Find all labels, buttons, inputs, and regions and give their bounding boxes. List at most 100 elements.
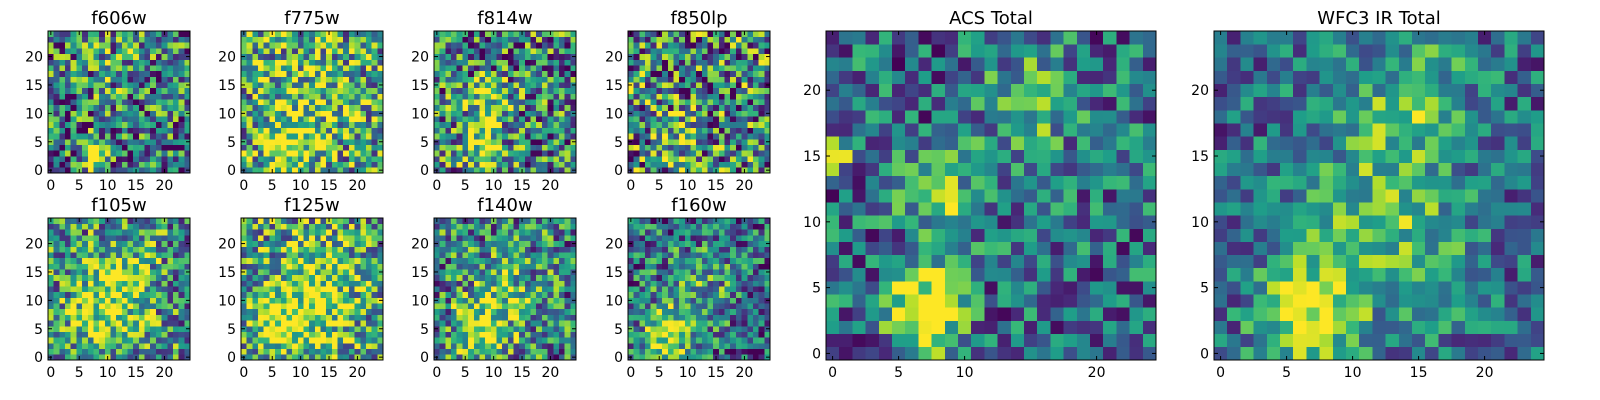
heatmap-cell [348,337,355,344]
heatmap-cell [144,286,151,293]
heatmap-cell [144,291,151,298]
heatmap-cell [59,280,66,287]
heatmap-cell [246,48,253,55]
heatmap-cell [286,48,293,55]
heatmap-cell [297,42,304,49]
heatmap-cell [48,320,55,327]
heatmap-cell [127,291,134,298]
heatmap-cell [502,167,509,174]
heatmap-cell [48,155,55,162]
heatmap-cell [758,331,765,338]
heatmap-cell [639,82,646,89]
heatmap-cell [150,121,157,128]
heatmap-cell [752,314,759,321]
heatmap-cell [53,150,60,157]
heatmap-cell [252,116,259,123]
heatmap-cell [690,93,697,100]
heatmap-cell [507,110,514,117]
heatmap-cell [764,308,771,315]
heatmap-cell [365,82,372,89]
heatmap-cell [155,42,162,49]
heatmap-cell [696,155,703,162]
heatmap-cell [53,280,60,287]
panel-title: f140w [477,195,532,216]
heatmap-cell [275,42,282,49]
heatmap-cell [645,133,652,140]
heatmap-cell [104,59,111,66]
heatmap-cell [93,269,100,276]
heatmap-cell [337,93,344,100]
heatmap-cell [371,246,378,253]
heatmap-cell [127,269,134,276]
heatmap-cell [690,138,697,145]
y-tick-label: 20 [411,237,429,253]
heatmap-cell [468,325,475,332]
heatmap-cell [558,303,565,310]
heatmap-cell [690,59,697,66]
heatmap-cell [570,274,577,281]
heatmap-cell [348,82,355,89]
heatmap-cell [150,59,157,66]
heatmap-cell [656,99,663,106]
heatmap-cell [303,342,310,349]
heatmap-cell [547,116,554,123]
heatmap-cell [724,314,731,321]
heatmap-cell [456,303,463,310]
heatmap-cell [59,144,66,151]
y-tick-label: 20 [411,50,429,66]
heatmap-cell [496,87,503,94]
heatmap-cell [434,337,441,344]
heatmap-cell [673,342,680,349]
heatmap-cell [496,167,503,174]
heatmap-cell [530,263,537,270]
heatmap-cell [701,320,708,327]
heatmap-cell [280,116,287,123]
heatmap-cell [155,235,162,242]
heatmap-cell [456,48,463,55]
heatmap-cell [99,127,106,134]
heatmap-cell [337,280,344,287]
heatmap-cell [735,342,742,349]
heatmap-cell [507,286,514,293]
heatmap-cell [553,320,560,327]
heatmap-cell [65,116,72,123]
heatmap-cell [541,274,548,281]
heatmap-cell [155,320,162,327]
heatmap-cell [76,116,83,123]
heatmap-cell [320,161,327,168]
heatmap-cell [696,167,703,174]
heatmap-cell [371,303,378,310]
heatmap-cell [496,257,503,264]
heatmap-cell [280,70,287,77]
heatmap-cell [303,257,310,264]
heatmap-cell [297,93,304,100]
heatmap-cell [144,314,151,321]
heatmap-cell [713,291,720,298]
heatmap-cell [241,274,248,281]
heatmap-cell [280,218,287,225]
heatmap-cell [59,133,66,140]
heatmap-cell [645,348,652,355]
heatmap-cell [275,240,282,247]
heatmap-cell [76,70,83,77]
heatmap-cell [172,223,179,230]
heatmap-cell [246,297,253,304]
heatmap-cell [155,308,162,315]
heatmap-cell [93,48,100,55]
heatmap-cell [110,127,117,134]
heatmap-cell [707,42,714,49]
heatmap-cell [59,138,66,145]
heatmap-cell [99,31,106,38]
heatmap-cell [485,263,492,270]
heatmap-cell [656,138,663,145]
heatmap-cell [172,87,179,94]
heatmap-cell [320,269,327,276]
heatmap-cell [53,331,60,338]
heatmap-cell [456,297,463,304]
heatmap-cell [718,76,725,83]
heatmap-cell [377,235,384,242]
heatmap-cell [348,348,355,355]
heatmap-cell [116,167,123,174]
heatmap-cell [53,218,60,225]
heatmap-cell [718,59,725,66]
